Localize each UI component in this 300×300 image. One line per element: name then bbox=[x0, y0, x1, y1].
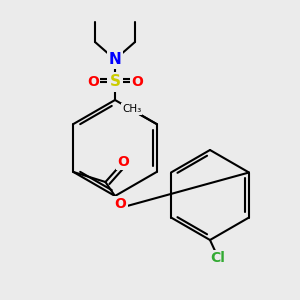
Text: O: O bbox=[87, 75, 99, 89]
Text: Cl: Cl bbox=[211, 251, 225, 265]
Text: CH₃: CH₃ bbox=[122, 104, 141, 114]
Text: O: O bbox=[131, 75, 143, 89]
Text: O: O bbox=[118, 155, 129, 169]
Text: S: S bbox=[110, 74, 121, 89]
Text: O: O bbox=[115, 197, 126, 211]
Text: N: N bbox=[109, 52, 122, 68]
